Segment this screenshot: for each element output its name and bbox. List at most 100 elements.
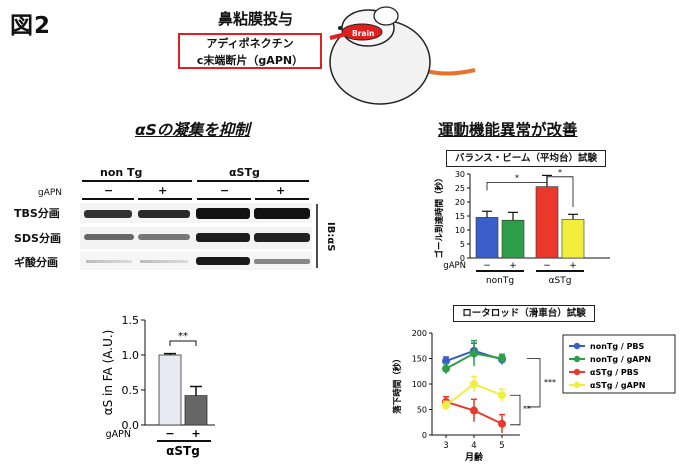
group-label: αSTg xyxy=(549,276,572,286)
bar xyxy=(475,217,499,259)
protein-line-2: c末端断片（gAPN） xyxy=(196,54,304,67)
x-tick-label: − xyxy=(543,261,551,271)
wb-band xyxy=(254,208,310,219)
wb-band xyxy=(84,234,134,240)
x-tick-label: + xyxy=(191,427,200,440)
wb-band xyxy=(254,233,310,242)
wb-group-bar-astg xyxy=(197,180,309,182)
protein-label-box: アディポネクチン c末端断片（gAPN） xyxy=(178,33,322,69)
wb-antibody-label: IB:αS xyxy=(325,222,336,252)
x-tick-label: + xyxy=(509,261,517,271)
y-axis-label: ゴール到達時間（秒） xyxy=(434,173,445,258)
brain-label: Brain xyxy=(352,29,374,38)
wb-sign-1: − xyxy=(104,184,114,197)
y-tick-label: 5 xyxy=(460,240,465,249)
y-tick-label: 1.0 xyxy=(122,349,140,362)
y-tick-label: 20 xyxy=(455,198,465,207)
x-tick-label: 3 xyxy=(443,441,448,451)
wb-band xyxy=(138,234,190,240)
wb-fraction-fa: ギ酸分画 xyxy=(14,256,58,269)
wb-fraction-tbs: TBS分画 xyxy=(14,207,60,220)
wb-lane-bar-4 xyxy=(255,198,309,200)
x-tick-label: − xyxy=(165,427,174,440)
data-point xyxy=(498,354,506,363)
wb-band xyxy=(138,210,190,218)
y-tick-label: 100 xyxy=(412,380,427,389)
wb-lane-bar-3 xyxy=(197,198,251,200)
gapn-label: gAPN xyxy=(106,429,131,440)
wb-band xyxy=(140,260,188,263)
wb-band xyxy=(86,260,132,263)
x-tick-label: + xyxy=(569,261,577,271)
wb-sign-2: + xyxy=(158,184,168,197)
significance-bracket xyxy=(546,176,574,207)
wb-group-nontg: non Tg xyxy=(100,166,143,179)
wb-blot-image xyxy=(80,203,318,270)
x-tick-label: 5 xyxy=(499,441,504,451)
significance-label: * xyxy=(515,173,519,182)
wb-band xyxy=(196,233,250,242)
y-tick-label: 1.5 xyxy=(122,314,140,327)
y-tick-label: 10 xyxy=(455,226,465,235)
mouse-eye xyxy=(338,26,342,30)
legend-box xyxy=(562,334,676,394)
x-axis-label: αSTg xyxy=(166,444,200,458)
figure-label: 図2 xyxy=(10,13,52,39)
bar xyxy=(501,219,525,259)
legend-swatch-marker xyxy=(573,368,581,376)
bar xyxy=(535,186,559,259)
y-axis-label: 落下時間（秒） xyxy=(392,354,403,414)
significance-bracket xyxy=(510,394,521,426)
right-section-title: 運動機能異常が改善 xyxy=(438,121,578,139)
legend-label: αSTg / PBS xyxy=(590,368,639,377)
rotarod-title-box: ロータロッド（滑車台）試験 xyxy=(453,305,595,322)
y-tick-label: 0 xyxy=(460,254,465,263)
mouse-illustration: Brain xyxy=(329,6,476,105)
x-tick-label: − xyxy=(483,261,491,271)
bar xyxy=(158,354,182,426)
wb-gapn-label: gAPN xyxy=(38,188,63,198)
y-tick-label: 200 xyxy=(412,329,427,338)
y-tick-label: 15 xyxy=(455,212,465,221)
legend-swatch-marker xyxy=(573,355,581,363)
significance-bracket xyxy=(527,358,541,408)
legend-swatch-marker xyxy=(573,381,581,389)
wb-band xyxy=(84,210,132,218)
wb-band xyxy=(196,257,250,265)
balance-beam-title-box: バランス・ビーム（平均台）試験 xyxy=(446,150,606,167)
treatment-title: 鼻粘膜投与 xyxy=(218,10,294,28)
legend-swatch-marker xyxy=(573,342,581,350)
wb-band xyxy=(196,208,250,219)
x-axis-label: 月齢 xyxy=(464,451,484,463)
significance-label: * xyxy=(558,168,562,177)
bar xyxy=(561,219,585,259)
legend-label: nonTg / PBS xyxy=(590,342,645,351)
wb-band xyxy=(254,259,310,264)
y-tick-label: 30 xyxy=(455,170,465,179)
chart-fa-bar: 0.0 0.5 1.0 1.5 − + gAPN αSTg αS in FA (A.U.) ** xyxy=(101,314,215,458)
y-axis-label: αS in FA (A.U.) xyxy=(101,330,115,416)
y-tick-label: 0.0 xyxy=(122,419,140,432)
wb-lane-bar-2 xyxy=(138,198,192,200)
data-point xyxy=(470,380,478,388)
wb-lane-bar-1 xyxy=(82,198,134,200)
significance-bracket xyxy=(169,340,197,346)
balance-beam-title: バランス・ビーム（平均台）試験 xyxy=(454,153,598,164)
wb-sign-3: − xyxy=(220,184,230,197)
significance-label: ** xyxy=(178,331,188,342)
wb-fraction-sds: SDS分画 xyxy=(14,232,61,245)
group-label: nonTg xyxy=(486,276,514,286)
wb-sign-4: + xyxy=(276,184,286,197)
gapn-label: gAPN xyxy=(443,261,466,271)
left-section-title: αSの凝集を抑制 xyxy=(135,121,250,139)
legend-label: αSTg / gAPN xyxy=(590,381,645,390)
brain-shape xyxy=(341,23,383,41)
data-point xyxy=(498,391,506,400)
x-tick-label: 4 xyxy=(471,441,476,451)
chart-balance-beam: 0 5 10 15 20 25 30 − + − + gAPN nonTg αSTg ゴール到達時間（秒） *… xyxy=(434,168,610,286)
wb-group-bar-nontg xyxy=(82,180,192,182)
data-point xyxy=(498,419,506,428)
wb-group-astg: αSTg xyxy=(229,166,260,179)
nasal-route xyxy=(329,32,347,40)
